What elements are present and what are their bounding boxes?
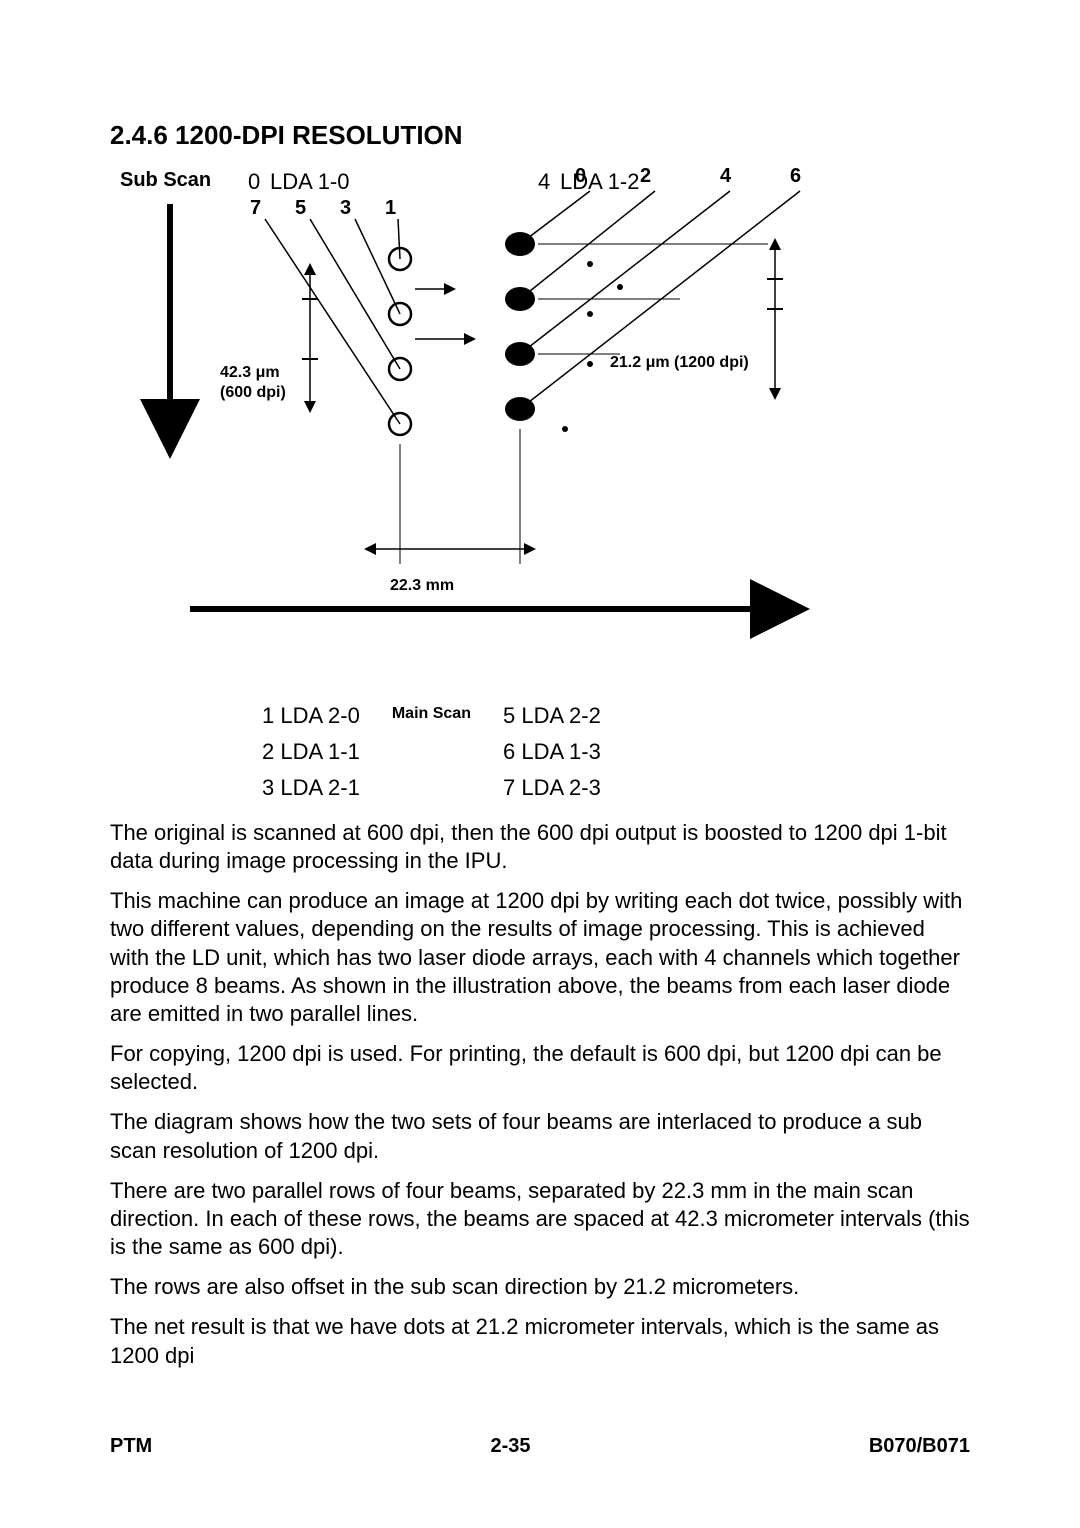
para: The original is scanned at 600 dpi, then… bbox=[110, 819, 970, 875]
table-row: 1 LDA 2-0 Main Scan 5 LDA 2-2 bbox=[262, 699, 631, 733]
diagram: Sub Scan 0 LDA 1-0 4 LDA 1-2 0 2 4 6 7 5… bbox=[120, 169, 880, 689]
legend-cell: 1 LDA 2-0 bbox=[262, 699, 390, 733]
main-scan-mid: Main Scan bbox=[392, 699, 501, 733]
table-row: 3 LDA 2-1 7 LDA 2-3 bbox=[262, 771, 631, 805]
legend-cell: 3 LDA 2-1 bbox=[262, 771, 390, 805]
para: This machine can produce an image at 120… bbox=[110, 887, 970, 1028]
para: The diagram shows how the two sets of fo… bbox=[110, 1108, 970, 1164]
footer-left: PTM bbox=[110, 1435, 152, 1458]
legend-cell: 6 LDA 1-3 bbox=[503, 735, 631, 769]
page: 2.4.6 1200-DPI RESOLUTION Sub Scan 0 LDA… bbox=[0, 0, 1080, 1528]
para: There are two parallel rows of four beam… bbox=[110, 1177, 970, 1261]
legend-table: 1 LDA 2-0 Main Scan 5 LDA 2-2 2 LDA 1-1 … bbox=[260, 697, 633, 807]
para: The rows are also offset in the sub scan… bbox=[110, 1273, 970, 1301]
legend-cell: 5 LDA 2-2 bbox=[503, 699, 631, 733]
para: The net result is that we have dots at 2… bbox=[110, 1313, 970, 1369]
section-title: 2.4.6 1200-DPI RESOLUTION bbox=[110, 120, 970, 151]
diagram-svg bbox=[120, 169, 880, 689]
legend-cell: 7 LDA 2-3 bbox=[503, 771, 631, 805]
footer-right: B070/B071 bbox=[869, 1435, 970, 1458]
legend-cell: 2 LDA 1-1 bbox=[262, 735, 390, 769]
para: For copying, 1200 dpi is used. For print… bbox=[110, 1040, 970, 1096]
footer: PTM 2-35 B070/B071 bbox=[110, 1435, 970, 1458]
footer-center: 2-35 bbox=[491, 1435, 531, 1458]
table-row: 2 LDA 1-1 6 LDA 1-3 bbox=[262, 735, 631, 769]
